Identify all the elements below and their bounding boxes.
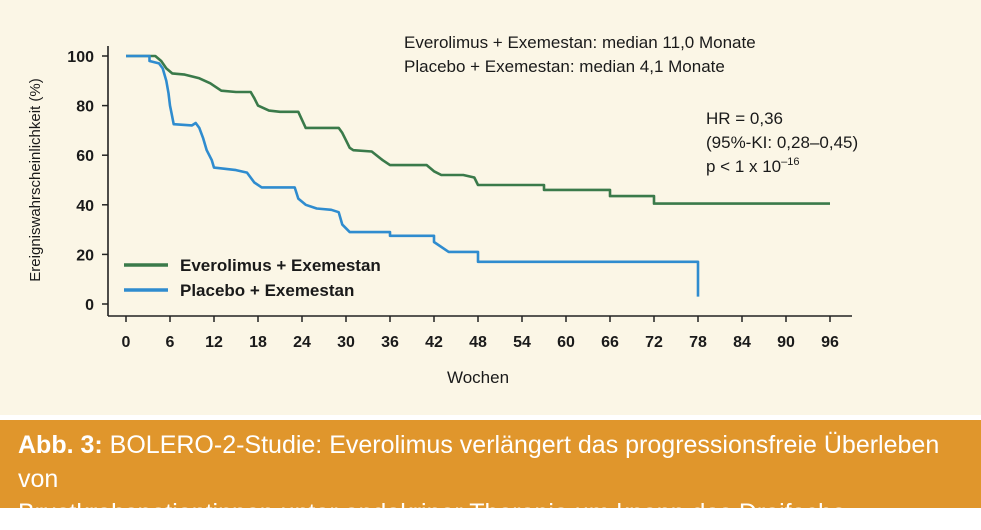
legend: Everolimus + Exemestan Placebo + Exemest… xyxy=(124,256,381,300)
x-tick-label: 72 xyxy=(645,334,663,351)
p-value-base: p < 1 x 10 xyxy=(706,157,781,176)
caption-line-1: Abb. 3: BOLERO-2-Studie: Everolimus verl… xyxy=(18,428,967,496)
legend-label-placebo: Placebo + Exemestan xyxy=(180,281,354,300)
legend-label-everolimus: Everolimus + Exemestan xyxy=(180,256,381,275)
hr-text: HR = 0,36 xyxy=(706,109,783,128)
p-value-text: p < 1 x 10–16 xyxy=(706,156,800,176)
caption-label: Abb. 3: xyxy=(18,431,103,459)
y-ticks: 0 20 40 60 80 100 xyxy=(67,49,108,314)
x-tick-label: 0 xyxy=(122,334,131,351)
caption-text-1: BOLERO-2-Studie: Everolimus verlängert d… xyxy=(18,431,940,493)
x-tick-label: 66 xyxy=(601,334,619,351)
x-tick-label: 12 xyxy=(205,334,223,351)
y-axis-label: Ereigniswahrscheinlichkeit (%) xyxy=(27,78,44,281)
median-everolimus-text: Everolimus + Exemestan: median 11,0 Mona… xyxy=(404,33,756,52)
y-tick-label: 60 xyxy=(76,148,94,165)
series-line-everolimus xyxy=(126,54,830,205)
x-tick-label: 24 xyxy=(293,334,311,351)
x-tick-label: 90 xyxy=(777,334,795,351)
x-tick-label: 48 xyxy=(469,334,487,351)
caption-line-2: Brustkrebspatientinnen unter endokriner … xyxy=(18,499,853,527)
x-tick-label: 42 xyxy=(425,334,443,351)
x-tick-label: 54 xyxy=(513,334,531,351)
figure: 0 20 40 60 80 100 0 6 12 18 24 30 36 42 48 54 60 66 72 78 8… xyxy=(0,0,981,508)
x-tick-label: 30 xyxy=(337,334,355,351)
p-value-exponent: –16 xyxy=(781,156,799,168)
x-tick-label: 78 xyxy=(689,334,707,351)
x-axis-label: Wochen xyxy=(447,368,509,387)
axes xyxy=(107,46,852,317)
series-line-placebo xyxy=(126,54,700,297)
x-tick-label: 6 xyxy=(166,334,175,351)
x-tick-label: 60 xyxy=(557,334,575,351)
x-tick-label: 96 xyxy=(821,334,839,351)
x-tick-label: 18 xyxy=(249,334,267,351)
x-ticks: 0 6 12 18 24 30 36 42 48 54 60 66 72 78 84 90 96 xyxy=(122,316,839,351)
y-tick-label: 80 xyxy=(76,99,94,116)
y-tick-label: 0 xyxy=(85,297,94,314)
y-tick-label: 40 xyxy=(76,198,94,215)
y-tick-label: 100 xyxy=(67,49,94,66)
figure-caption: Abb. 3: BOLERO-2-Studie: Everolimus verl… xyxy=(0,420,981,527)
x-tick-label: 36 xyxy=(381,334,399,351)
median-placebo-text: Placebo + Exemestan: median 4,1 Monate xyxy=(404,57,725,76)
ci-text: (95%-KI: 0,28–0,45) xyxy=(706,133,858,152)
km-chart: 0 20 40 60 80 100 0 6 12 18 24 30 36 42 48 54 60 66 72 78 8… xyxy=(27,33,858,387)
x-tick-label: 84 xyxy=(733,334,751,351)
series-layer xyxy=(126,54,830,297)
y-tick-label: 20 xyxy=(76,247,94,264)
